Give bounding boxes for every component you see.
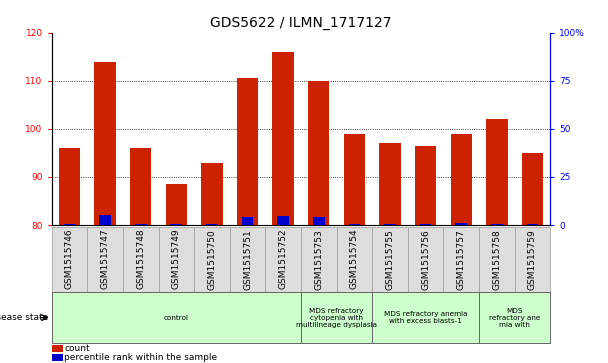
- Bar: [123, 227, 159, 292]
- Bar: [443, 227, 479, 292]
- Bar: [265, 227, 301, 292]
- Bar: [130, 148, 151, 225]
- Text: MDS refractory
cytopenia with
multilineage dysplasia: MDS refractory cytopenia with multilinea…: [296, 307, 377, 328]
- Text: disease state: disease state: [0, 313, 49, 322]
- Bar: [206, 224, 218, 225]
- Bar: [308, 81, 330, 225]
- Bar: [348, 224, 361, 225]
- Bar: [522, 153, 543, 225]
- Bar: [384, 224, 396, 225]
- Bar: [230, 227, 265, 292]
- Bar: [479, 227, 514, 292]
- Text: control: control: [164, 315, 189, 321]
- Bar: [527, 224, 538, 225]
- Bar: [88, 227, 123, 292]
- Bar: [479, 292, 550, 343]
- Bar: [194, 227, 230, 292]
- Bar: [237, 78, 258, 225]
- Bar: [52, 292, 301, 343]
- Bar: [372, 227, 408, 292]
- Text: MDS
refractory ane
mia with: MDS refractory ane mia with: [489, 307, 541, 328]
- Bar: [272, 52, 294, 225]
- Text: GSM1515749: GSM1515749: [172, 229, 181, 289]
- Text: GSM1515757: GSM1515757: [457, 229, 466, 290]
- Text: GSM1515752: GSM1515752: [278, 229, 288, 289]
- Text: GSM1515759: GSM1515759: [528, 229, 537, 290]
- Text: GSM1515748: GSM1515748: [136, 229, 145, 289]
- Bar: [301, 227, 337, 292]
- Bar: [337, 227, 372, 292]
- Text: GSM1515754: GSM1515754: [350, 229, 359, 289]
- Bar: [372, 292, 479, 343]
- Bar: [201, 163, 223, 225]
- Text: GSM1515746: GSM1515746: [65, 229, 74, 289]
- Bar: [52, 345, 63, 352]
- Bar: [486, 119, 508, 225]
- Text: GSM1515750: GSM1515750: [207, 229, 216, 290]
- Bar: [277, 216, 289, 225]
- Bar: [59, 148, 80, 225]
- Bar: [344, 134, 365, 225]
- Text: GSM1515755: GSM1515755: [385, 229, 395, 290]
- Bar: [313, 217, 325, 225]
- Bar: [64, 224, 75, 225]
- Bar: [455, 223, 467, 225]
- Text: GSM1515758: GSM1515758: [492, 229, 502, 290]
- Text: percentile rank within the sample: percentile rank within the sample: [64, 353, 218, 362]
- Text: GSM1515753: GSM1515753: [314, 229, 323, 290]
- Bar: [408, 227, 443, 292]
- Bar: [379, 143, 401, 225]
- Text: GSM1515756: GSM1515756: [421, 229, 430, 290]
- Bar: [415, 146, 437, 225]
- Text: GSM1515747: GSM1515747: [100, 229, 109, 289]
- Bar: [170, 224, 182, 225]
- Bar: [94, 61, 116, 225]
- Bar: [420, 224, 432, 225]
- Text: count: count: [64, 344, 90, 353]
- Bar: [451, 134, 472, 225]
- Bar: [52, 227, 88, 292]
- Text: MDS refractory anemia
with excess blasts-1: MDS refractory anemia with excess blasts…: [384, 311, 468, 324]
- Title: GDS5622 / ILMN_1717127: GDS5622 / ILMN_1717127: [210, 16, 392, 30]
- Bar: [99, 216, 111, 225]
- Bar: [491, 224, 503, 225]
- Bar: [165, 184, 187, 225]
- Bar: [159, 227, 194, 292]
- Bar: [135, 224, 147, 225]
- Bar: [301, 292, 372, 343]
- Text: GSM1515751: GSM1515751: [243, 229, 252, 290]
- Bar: [52, 354, 63, 361]
- Bar: [241, 217, 254, 225]
- Bar: [514, 227, 550, 292]
